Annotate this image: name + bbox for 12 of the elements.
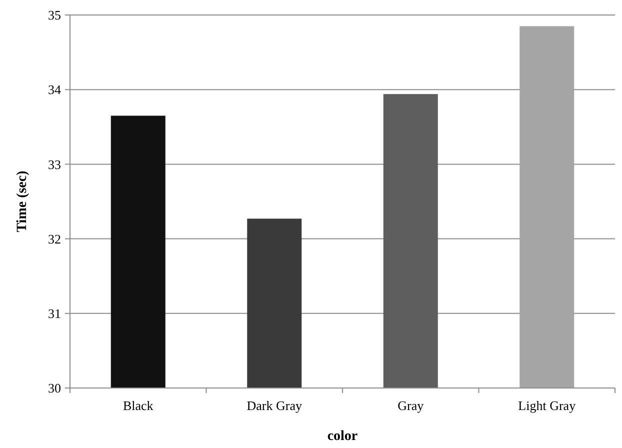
x-tick-label: Light Gray [518, 398, 576, 413]
y-tick-label: 35 [48, 8, 61, 23]
y-tick-label: 32 [48, 231, 61, 246]
x-tick-label: Black [122, 398, 154, 413]
y-tick-label: 31 [48, 306, 61, 321]
y-tick-label: 33 [48, 156, 61, 172]
y-axis-title: Time (sec) [15, 170, 30, 232]
x-axis-title: color [327, 429, 358, 444]
x-tick-label: Dark Gray [246, 398, 302, 413]
y-tick-label: 34 [48, 82, 62, 98]
x-tick-label: Gray [398, 398, 424, 413]
y-tick-label: 30 [48, 380, 61, 396]
